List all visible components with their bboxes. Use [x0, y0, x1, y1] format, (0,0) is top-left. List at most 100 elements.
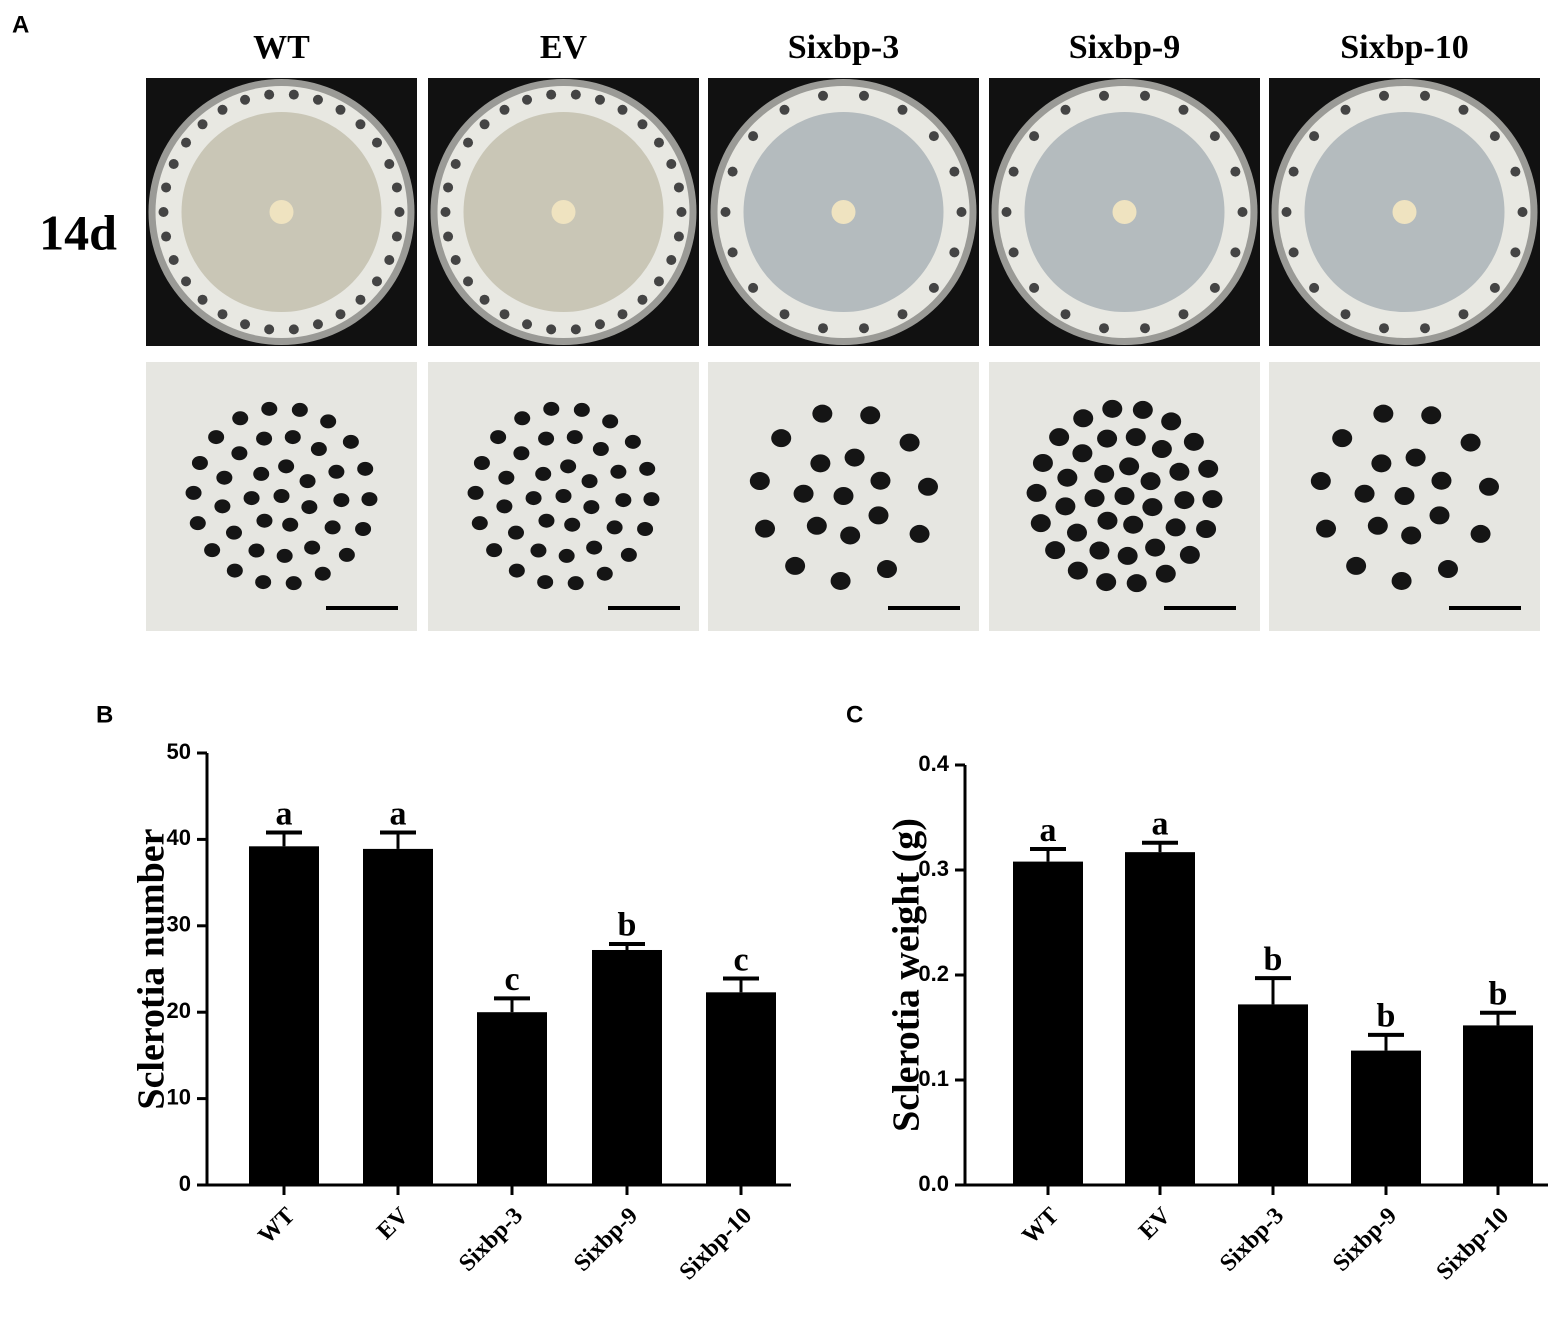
plate-sclerotium: [897, 104, 908, 115]
sclerotium: [637, 522, 654, 537]
sclerotium: [1055, 497, 1076, 516]
sclerotium: [361, 492, 378, 507]
sclerotium: [490, 430, 507, 445]
y-tick-label: 0.3: [918, 856, 949, 881]
sclerotium: [508, 563, 525, 578]
plate-sclerotium: [818, 323, 829, 334]
sclerotium: [471, 516, 488, 531]
plate-sclerotium: [546, 324, 557, 335]
sclerotium: [566, 430, 583, 445]
column-label: EV: [540, 29, 588, 66]
sclerotium: [328, 464, 345, 479]
plate-sclerotium: [673, 182, 684, 193]
plate-sclerotium: [181, 137, 192, 148]
plate-sclerotium: [355, 294, 366, 305]
plate-sclerotium: [463, 276, 474, 287]
plate-sclerotium: [312, 319, 323, 330]
sclerotium: [606, 520, 623, 535]
bar: [249, 846, 319, 1185]
plate-sclerotium: [440, 207, 451, 217]
sclerotium: [870, 471, 891, 490]
plate-sclerotium: [1139, 323, 1150, 334]
sclerotium: [793, 484, 814, 503]
sclerotium: [1367, 516, 1388, 535]
plate-sclerotium: [1139, 90, 1150, 101]
plate-sclerotium: [240, 94, 251, 105]
x-tick-label: WT: [1017, 1203, 1064, 1250]
sclerotium: [1346, 556, 1367, 575]
significance-letter: b: [1489, 976, 1508, 1013]
y-tick-label: 40: [167, 825, 191, 850]
plate-sclerotium: [288, 324, 299, 335]
sclerotium: [806, 516, 827, 535]
sclerotium: [610, 464, 627, 479]
row-label: 14d: [39, 204, 117, 260]
plate-sclerotium: [1178, 104, 1189, 115]
plate-sclerotium: [1099, 90, 1110, 101]
sclerotium: [538, 431, 555, 446]
sclerotium: [1032, 453, 1053, 472]
sclerotium: [1084, 489, 1105, 508]
significance-letter: a: [276, 795, 293, 832]
sclerotium: [558, 548, 575, 563]
photo-grid: WT EV Sixbp-3 Sixbp-9 Sixbp-10: [146, 29, 1540, 631]
plate-sclerotium: [1099, 323, 1110, 334]
plate-sclerotium: [1489, 282, 1500, 293]
sclerotium: [1198, 459, 1219, 478]
plate-sclerotium: [217, 104, 228, 115]
sclerotium: [810, 454, 831, 473]
plate-sclerotium: [666, 254, 677, 265]
sclerotium: [812, 404, 833, 423]
sclerotium: [1057, 468, 1078, 487]
plate-sclerotium: [949, 247, 960, 258]
sclerotium: [301, 500, 318, 515]
sclerotium: [1174, 491, 1195, 510]
panel-label: C: [846, 701, 863, 728]
sclerotium: [1165, 518, 1186, 537]
sclerotium: [191, 455, 208, 470]
plate-sclerotium: [1489, 131, 1500, 142]
sclerotium: [868, 506, 889, 525]
sclerotium: [1094, 464, 1115, 483]
plate-sclerotium: [1510, 247, 1521, 258]
plate-sclerotium: [779, 309, 790, 320]
plate-sclerotium: [748, 282, 759, 293]
x-tick-label: Sixbp-10: [675, 1203, 758, 1286]
sclerotium: [261, 401, 278, 416]
sclerotium: [909, 524, 930, 543]
plate-sclerotium: [197, 119, 208, 130]
sclerotium: [514, 411, 531, 426]
x-tick-label: WT: [253, 1203, 300, 1250]
plate-sclerotium: [443, 182, 454, 193]
significance-letter: c: [733, 941, 748, 978]
y-axis-label: Sclerotia weight (g): [886, 818, 928, 1132]
sclerotium: [1125, 428, 1146, 447]
plate-sclerotium: [335, 104, 346, 115]
plate-sclerotium: [858, 323, 869, 334]
sclerotium: [1049, 428, 1070, 447]
sclerotium: [643, 492, 660, 507]
panel-label: B: [96, 701, 113, 728]
sclerotium: [1097, 511, 1118, 530]
sclerotium: [602, 414, 619, 429]
x-tick-label: Sixbp-9: [569, 1203, 643, 1277]
sclerotium: [555, 489, 572, 503]
bar: [1238, 1004, 1308, 1185]
plate-sclerotium: [384, 159, 395, 170]
y-tick-label: 0.4: [918, 751, 949, 776]
plate-sclerotium: [371, 276, 382, 287]
sclerotium: [1067, 561, 1088, 580]
sclerotium: [204, 543, 221, 558]
plate-sclerotium: [858, 90, 869, 101]
plate-sclerotium: [391, 231, 402, 242]
plate-sclerotium: [720, 207, 731, 217]
plate-sclerotium: [1237, 207, 1248, 217]
plate-sclerotium: [928, 131, 939, 142]
sclerotium: [1431, 471, 1452, 490]
scale-bar: [1449, 606, 1521, 610]
significance-letter: a: [390, 795, 407, 832]
sclerotium: [1460, 433, 1481, 452]
sclerotium: [1354, 484, 1375, 503]
plate-sclerotium: [384, 254, 395, 265]
y-tick-label: 10: [167, 1084, 191, 1109]
